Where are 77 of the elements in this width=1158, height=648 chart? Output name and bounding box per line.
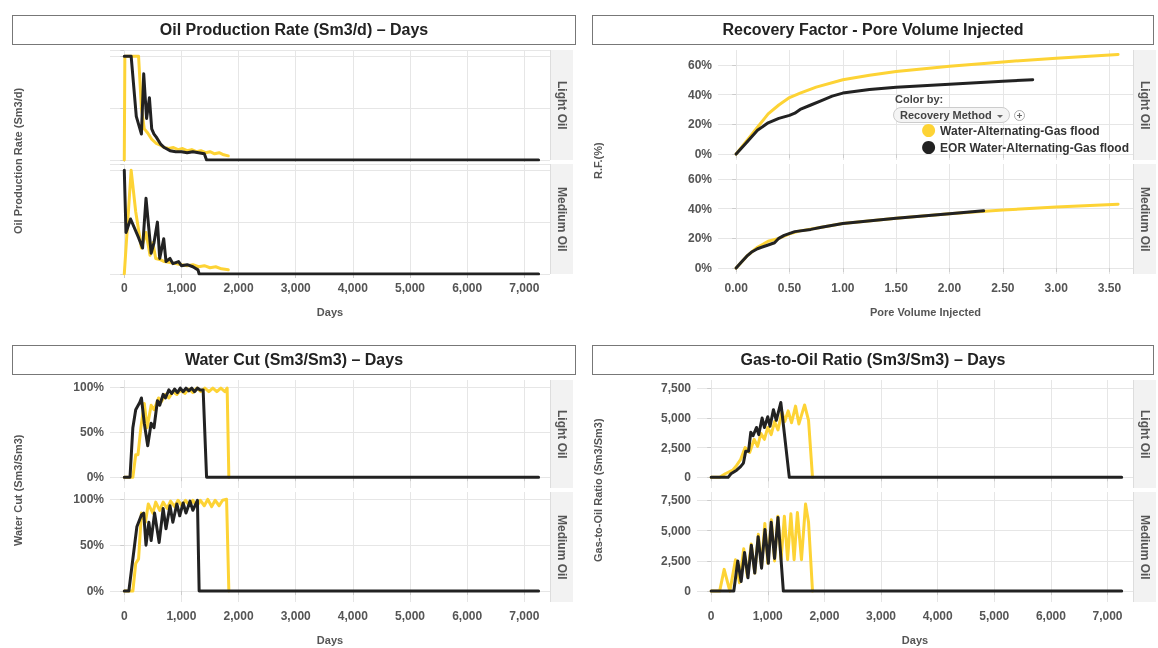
text: Medium Oil: [550, 492, 573, 602]
y-tick-label: 20%: [687, 117, 713, 132]
x-axis-title: Days: [900, 634, 930, 646]
y-tick-label: 0%: [86, 584, 105, 598]
x-tick-label: 5,000: [394, 609, 426, 623]
x-tick-label: 1,000: [166, 609, 197, 623]
chart-title: Oil Production Rate (Sm3/d) – Days: [12, 15, 576, 45]
chart-title: Recovery Factor - Pore Volume Injected: [592, 15, 1154, 45]
x-tick-label: 0: [120, 609, 128, 623]
y-tick-label: 0%: [694, 261, 713, 276]
x-tick-label: 3,000: [280, 281, 312, 295]
y-tick-label: 60%: [687, 171, 713, 186]
text: Light Oil: [550, 50, 573, 160]
y-tick-label: 60%: [687, 57, 713, 72]
y-tick-label: 2,500: [660, 553, 692, 568]
x-tick-label: 0.50: [777, 281, 802, 295]
y-tick-label: 40%: [687, 201, 713, 216]
chart-title: Water Cut (Sm3/Sm3) – Days: [12, 345, 576, 375]
y-tick-label: 0%: [86, 470, 105, 485]
y-tick-label: 50%: [79, 425, 105, 440]
y-tick-label: 0: [684, 470, 692, 485]
y-tick-label: 7,500: [660, 381, 692, 396]
y-tick-label: 100%: [73, 492, 105, 507]
y-axis-title: Water Cut (Sm3/Sm3): [12, 433, 25, 548]
x-tick-label: 3,000: [866, 609, 897, 623]
x-tick-label: 7,000: [1092, 609, 1123, 623]
y-tick-label: 20%: [687, 231, 713, 246]
text: Medium Oil: [1133, 164, 1156, 274]
x-axis-title: Pore Volume Injected: [868, 306, 983, 318]
x-tick-label: 5,000: [979, 609, 1010, 623]
x-tick-label: 3.50: [1097, 281, 1122, 295]
x-axis-title: Days: [315, 306, 345, 318]
x-tick-label: 1.00: [831, 281, 855, 295]
x-tick-label: 7,000: [509, 281, 540, 295]
y-tick-label: 5,000: [660, 410, 692, 425]
text: Light Oil: [1133, 50, 1156, 160]
y-tick-label: 2,500: [660, 440, 692, 455]
x-tick-label: 0.00: [724, 281, 749, 295]
legend-label: EOR Water-Alternating-Gas flood: [940, 140, 1130, 155]
y-tick-label: 0: [684, 584, 692, 599]
x-tick-label: 2,000: [223, 609, 254, 623]
legend-title: Color by:: [895, 93, 944, 105]
legend-label: Water-Alternating-Gas flood: [940, 123, 1100, 138]
x-tick-label: 2.50: [991, 281, 1015, 295]
x-tick-label: 1,000: [752, 609, 784, 623]
x-tick-label: 2,000: [223, 281, 254, 295]
y-tick-label: 100%: [73, 380, 105, 395]
chart-title: Gas-to-Oil Ratio (Sm3/Sm3) – Days: [592, 345, 1154, 375]
x-tick-label: 6,000: [1035, 609, 1067, 623]
x-tick-label: 4,000: [337, 281, 369, 295]
annotation: Recovery Method: [900, 109, 992, 121]
y-axis-title: Oil Production Rate (Sm3/d): [12, 86, 25, 237]
x-tick-label: 1,000: [166, 281, 197, 295]
y-axis-title: R.F.(%): [592, 141, 605, 182]
x-tick-label: 1.50: [884, 281, 909, 295]
y-tick-label: 5,000: [660, 523, 692, 538]
y-tick-label: 40%: [687, 87, 713, 102]
text: Medium Oil: [1133, 492, 1156, 602]
x-tick-label: 5,000: [394, 281, 426, 295]
y-axis-title: Gas-to-Oil Ratio (Sm3/Sm3): [592, 417, 605, 564]
y-tick-label: 0%: [694, 147, 713, 162]
text: Medium Oil: [550, 164, 573, 274]
x-tick-label: 2,000: [809, 609, 840, 623]
x-tick-label: 4,000: [337, 609, 369, 623]
x-tick-label: 3,000: [280, 609, 312, 623]
x-tick-label: 6,000: [452, 281, 483, 295]
x-tick-label: 4,000: [922, 609, 953, 623]
x-tick-label: 6,000: [452, 609, 483, 623]
y-tick-label: 7,500: [660, 493, 692, 508]
x-tick-label: 0: [120, 281, 128, 295]
x-tick-label: 3.00: [1044, 281, 1069, 295]
x-tick-label: 2.00: [937, 281, 962, 295]
text: Light Oil: [1133, 380, 1156, 488]
x-tick-label: 7,000: [509, 609, 540, 623]
y-tick-label: 50%: [79, 538, 105, 553]
x-axis-title: Days: [315, 634, 345, 646]
text: Light Oil: [550, 380, 573, 488]
